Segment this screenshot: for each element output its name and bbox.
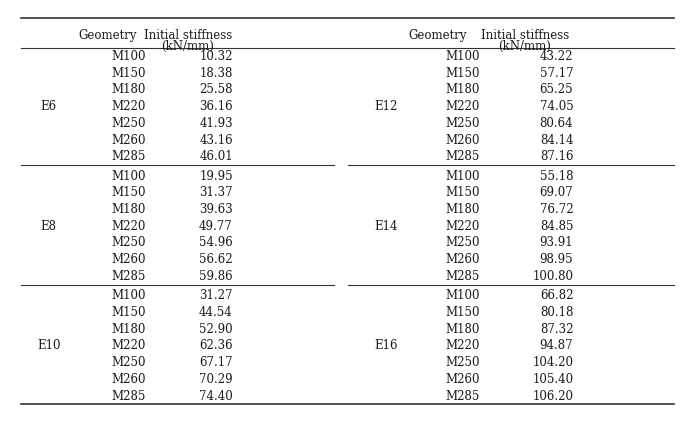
Text: 25.58: 25.58 (199, 83, 233, 96)
Text: 74.40: 74.40 (199, 390, 233, 403)
Text: 94.87: 94.87 (540, 340, 573, 353)
Text: E14: E14 (374, 220, 398, 233)
Text: 84.85: 84.85 (540, 220, 573, 233)
Text: M250: M250 (445, 117, 480, 130)
Text: (kN/mm): (kN/mm) (498, 40, 551, 53)
Text: M260: M260 (445, 134, 480, 146)
Text: M250: M250 (111, 117, 146, 130)
Text: Initial stiffness: Initial stiffness (144, 30, 231, 43)
Text: M150: M150 (111, 306, 146, 319)
Text: 69.07: 69.07 (539, 186, 573, 199)
Text: 98.95: 98.95 (540, 253, 573, 266)
Text: Geometry: Geometry (409, 30, 467, 43)
Text: M250: M250 (445, 356, 480, 369)
Text: M285: M285 (445, 390, 480, 403)
Text: E8: E8 (40, 220, 57, 233)
Text: Initial stiffness: Initial stiffness (481, 30, 569, 43)
Text: M180: M180 (111, 83, 146, 96)
Text: M150: M150 (445, 306, 480, 319)
Text: 46.01: 46.01 (199, 150, 233, 164)
Text: 56.62: 56.62 (199, 253, 233, 266)
Text: M250: M250 (445, 237, 480, 250)
Text: 43.16: 43.16 (199, 134, 233, 146)
Text: M285: M285 (111, 390, 146, 403)
Text: M180: M180 (111, 203, 146, 216)
Text: 55.18: 55.18 (540, 169, 573, 182)
Text: M150: M150 (445, 67, 480, 80)
Text: M180: M180 (445, 323, 480, 336)
Text: M180: M180 (445, 83, 480, 96)
Text: E12: E12 (374, 100, 398, 113)
Text: M285: M285 (445, 150, 480, 164)
Text: M100: M100 (111, 169, 146, 182)
Text: E6: E6 (40, 100, 57, 113)
Text: 43.22: 43.22 (540, 50, 573, 63)
Text: 76.72: 76.72 (540, 203, 573, 216)
Text: 18.38: 18.38 (199, 67, 233, 80)
Text: M260: M260 (445, 373, 480, 386)
Text: 31.27: 31.27 (199, 289, 233, 302)
Text: M250: M250 (111, 237, 146, 250)
Text: 87.32: 87.32 (540, 323, 573, 336)
Text: M180: M180 (445, 203, 480, 216)
Text: M150: M150 (445, 186, 480, 199)
Text: 105.40: 105.40 (532, 373, 573, 386)
Text: (kN/mm): (kN/mm) (161, 40, 214, 53)
Text: M260: M260 (111, 373, 146, 386)
Text: 41.93: 41.93 (199, 117, 233, 130)
Text: M100: M100 (445, 50, 480, 63)
Text: 54.96: 54.96 (199, 237, 233, 250)
Text: 93.91: 93.91 (540, 237, 573, 250)
Text: E10: E10 (37, 340, 60, 353)
Text: 84.14: 84.14 (540, 134, 573, 146)
Text: M220: M220 (445, 340, 480, 353)
Text: 31.37: 31.37 (199, 186, 233, 199)
Text: 19.95: 19.95 (199, 169, 233, 182)
Text: 74.05: 74.05 (539, 100, 573, 113)
Text: 104.20: 104.20 (532, 356, 573, 369)
Text: 57.17: 57.17 (540, 67, 573, 80)
Text: M220: M220 (111, 100, 146, 113)
Text: 66.82: 66.82 (540, 289, 573, 302)
Text: M100: M100 (111, 50, 146, 63)
Text: M285: M285 (111, 270, 146, 283)
Text: 100.80: 100.80 (532, 270, 573, 283)
Text: 70.29: 70.29 (199, 373, 233, 386)
Text: 65.25: 65.25 (540, 83, 573, 96)
Text: 67.17: 67.17 (199, 356, 233, 369)
Text: 80.18: 80.18 (540, 306, 573, 319)
Text: M150: M150 (111, 186, 146, 199)
Text: M100: M100 (445, 169, 480, 182)
Text: M260: M260 (445, 253, 480, 266)
Text: M250: M250 (111, 356, 146, 369)
Text: 44.54: 44.54 (199, 306, 233, 319)
Text: 52.90: 52.90 (199, 323, 233, 336)
Text: E16: E16 (374, 340, 398, 353)
Text: M260: M260 (111, 253, 146, 266)
Text: 106.20: 106.20 (532, 390, 573, 403)
Text: 80.64: 80.64 (540, 117, 573, 130)
Text: M150: M150 (111, 67, 146, 80)
Text: 10.32: 10.32 (199, 50, 233, 63)
Text: 59.86: 59.86 (199, 270, 233, 283)
Text: M220: M220 (445, 100, 480, 113)
Text: M220: M220 (111, 220, 146, 233)
Text: 39.63: 39.63 (199, 203, 233, 216)
Text: M180: M180 (111, 323, 146, 336)
Text: M220: M220 (445, 220, 480, 233)
Text: 49.77: 49.77 (199, 220, 233, 233)
Text: M260: M260 (111, 134, 146, 146)
Text: 87.16: 87.16 (540, 150, 573, 164)
Text: M220: M220 (111, 340, 146, 353)
Text: 62.36: 62.36 (199, 340, 233, 353)
Text: 36.16: 36.16 (199, 100, 233, 113)
Text: M285: M285 (445, 270, 480, 283)
Text: M100: M100 (445, 289, 480, 302)
Text: M100: M100 (111, 289, 146, 302)
Text: Geometry: Geometry (79, 30, 137, 43)
Text: M285: M285 (111, 150, 146, 164)
